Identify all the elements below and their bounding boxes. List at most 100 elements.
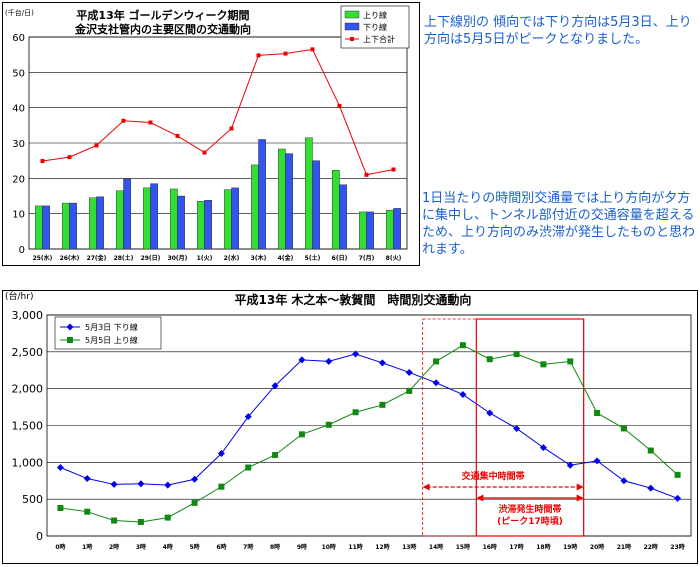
- bar-down-13: [393, 208, 401, 250]
- legend-label-1: 5月5日 上り線: [85, 335, 138, 345]
- comment-bottom: 1日当たりの時間別交通量では上り方向が夕方に集中し、トンネル部付近の交通容量を超…: [422, 191, 696, 257]
- x-tick-label: 17時: [509, 543, 523, 551]
- bar-up-5: [170, 188, 178, 250]
- point-series-0-16: [486, 409, 494, 417]
- point-series-1-21: [620, 425, 627, 432]
- x-tick-label: 29(日): [141, 255, 161, 262]
- bar-up-9: [278, 148, 286, 250]
- point-total-13: [391, 167, 396, 172]
- point-series-1-1: [84, 508, 91, 515]
- chart-title: 平成13年 ゴールデンウィーク期間: [76, 8, 249, 22]
- y-tick-label: 3,000: [12, 309, 44, 322]
- x-tick-label: 28(土): [114, 254, 134, 262]
- point-total-9: [283, 51, 288, 56]
- x-tick-label: 8(火): [386, 255, 402, 262]
- point-series-1-11: [352, 409, 359, 416]
- legend-marker-0: [66, 323, 74, 331]
- point-series-1-10: [325, 421, 332, 428]
- point-series-0-7: [244, 413, 252, 421]
- legend-label-up: 上り線: [363, 10, 387, 20]
- bar-down-8: [258, 139, 266, 250]
- point-series-1-23: [674, 471, 681, 478]
- point-total-2: [94, 143, 99, 148]
- bar-down-11: [339, 184, 347, 250]
- comment-top: 上下線別の 傾向では下り方向は5月3日、上り方向は5月5日がピークとなりました。: [424, 15, 692, 47]
- legend-label-0: 5月3日 下り線: [85, 322, 138, 332]
- x-tick-label: 30(月): [168, 254, 188, 262]
- point-series-1-22: [647, 447, 654, 454]
- bar-up-4: [143, 187, 151, 250]
- point-series-0-14: [432, 379, 440, 387]
- y-tick-label: 30: [12, 139, 25, 150]
- point-series-0-10: [325, 357, 333, 365]
- bar-up-11: [332, 170, 340, 250]
- x-tick-label: 10時: [322, 543, 336, 551]
- point-total-5: [175, 133, 180, 138]
- y-tick-label: 20: [12, 174, 25, 185]
- y-tick-label: 1,500: [12, 420, 44, 433]
- x-tick-label: 14時: [429, 543, 443, 551]
- plot-area: [28, 36, 408, 250]
- x-tick-label: 9時: [297, 543, 307, 551]
- bottom-chart: 平成13年 木之本～敦賀間 時間別交通動向 (台/hr) 0 500 1,000 1,50…: [5, 290, 692, 551]
- point-series-0-6: [217, 449, 225, 457]
- y-axis-label: (台/hr): [5, 291, 33, 302]
- point-series-1-12: [379, 401, 386, 408]
- x-tick-label: 3時: [136, 543, 146, 551]
- point-series-1-17: [513, 351, 520, 358]
- point-total-7: [229, 126, 234, 131]
- point-series-0-2: [110, 480, 118, 488]
- point-series-0-5: [191, 475, 199, 483]
- x-tick-label: 15時: [456, 543, 470, 551]
- legend-label-down: 下り線: [363, 22, 387, 32]
- point-total-1: [67, 155, 72, 160]
- point-series-1-7: [245, 464, 252, 471]
- annotation-sublabel-congestion: (ピーク17時頃): [497, 515, 563, 527]
- x-tick-label: 13時: [402, 543, 416, 551]
- x-tick-label: 7(月): [359, 254, 375, 262]
- annotation-label-congestion: 渋滞発生時間帯: [498, 503, 561, 515]
- point-series-1-19: [567, 358, 574, 365]
- point-total-12: [364, 172, 369, 177]
- point-series-1-6: [218, 483, 225, 490]
- x-tick-label: 7時: [243, 543, 253, 551]
- legend-swatch-down: [344, 22, 360, 31]
- point-series-1-0: [57, 505, 64, 512]
- bar-up-13: [386, 209, 394, 250]
- legend-marker-1: [67, 337, 73, 343]
- x-tick-label: 26(木): [60, 254, 80, 262]
- bar-up-10: [305, 137, 313, 250]
- point-series-0-18: [539, 444, 547, 452]
- point-series-1-20: [594, 409, 601, 416]
- y-tick-label: 10: [12, 210, 25, 221]
- arrow-head-left: [422, 483, 430, 491]
- point-series-0-8: [271, 382, 279, 390]
- point-total-11: [337, 103, 342, 108]
- bottom-chart-panel: 平成13年 木之本～敦賀間 時間別交通動向 (台/hr) 0 500 1,000 1,50…: [2, 290, 698, 564]
- x-tick-label: 1(火): [197, 255, 213, 262]
- x-tick-label: 3(木): [251, 254, 267, 262]
- point-series-1-3: [137, 519, 144, 526]
- bar-up-1: [62, 202, 70, 250]
- y-tick-label: 2,000: [12, 383, 44, 396]
- bar-down-6: [204, 200, 212, 250]
- legend-label-total: 上下合計: [363, 34, 395, 44]
- point-series-1-4: [164, 514, 171, 521]
- line-total: [42, 48, 394, 176]
- line-series-0: [60, 353, 678, 499]
- x-tick-label: 22時: [644, 543, 658, 551]
- point-series-1-9: [298, 431, 305, 438]
- point-series-0-23: [674, 494, 682, 502]
- x-tick-label: 20時: [590, 543, 604, 551]
- x-tick-label: 6時: [216, 543, 226, 551]
- point-series-1-15: [459, 342, 466, 349]
- top-chart-panel: (千台/日) 平成13年 ゴールデンウィーク期間 金沢支社管内の主要区間の交通動向 0…: [2, 2, 420, 266]
- point-series-0-0: [56, 463, 64, 471]
- x-tick-label: 19時: [563, 543, 577, 551]
- point-series-0-3: [137, 480, 145, 488]
- point-series-0-9: [298, 356, 306, 364]
- point-series-1-18: [540, 361, 547, 368]
- arrow-head-right: [576, 483, 584, 491]
- y-tick-label: 500: [22, 493, 43, 506]
